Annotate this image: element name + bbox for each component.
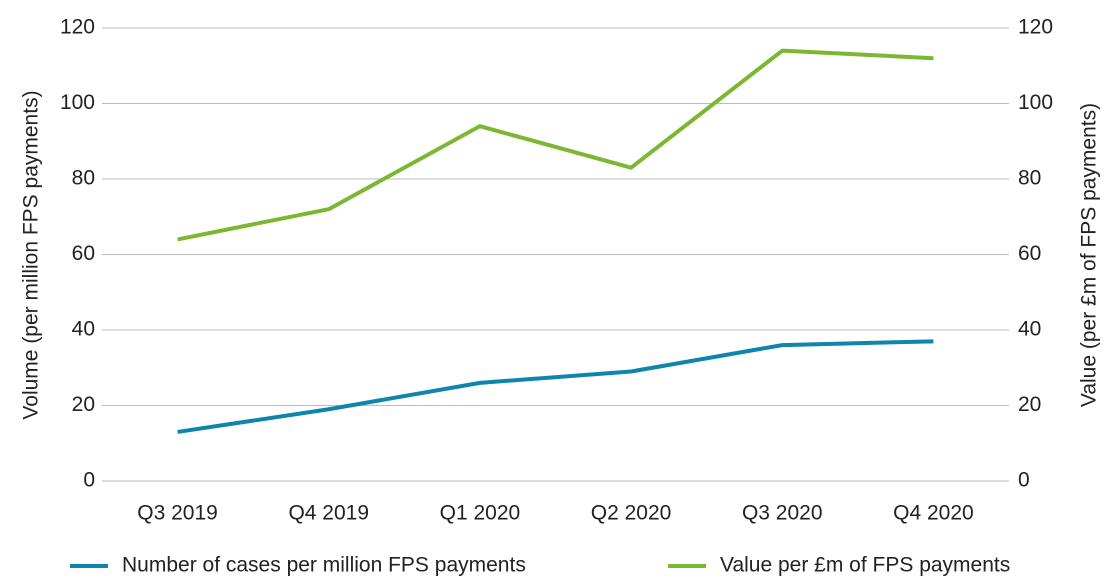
y-tick-label: 20: [72, 393, 95, 416]
legend-label: Value per £m of FPS payments: [720, 554, 1010, 577]
y-axis-label: Volume (per million FPS payments): [20, 90, 43, 419]
y2-tick-label: 100: [1018, 91, 1053, 114]
x-tick-label: Q3 2019: [137, 502, 218, 525]
y-tick-label: 120: [60, 16, 95, 39]
y2-tick-label: 0: [1018, 469, 1030, 492]
y-tick-label: 40: [72, 318, 95, 341]
x-tick-label: Q3 2020: [742, 502, 823, 525]
y-tick-label: 100: [60, 91, 95, 114]
series-line: [177, 339, 934, 434]
x-tick-label: Q4 2020: [893, 502, 974, 525]
x-tick-label: Q4 2019: [288, 502, 369, 525]
y-tick-label: 0: [83, 469, 95, 492]
legend-label: Number of cases per million FPS payments: [122, 554, 526, 577]
y-tick-label: 60: [72, 242, 95, 265]
y-tick-label: 80: [72, 167, 95, 190]
y2-tick-label: 80: [1018, 167, 1041, 190]
y2-tick-label: 20: [1018, 393, 1041, 416]
x-tick-label: Q1 2020: [440, 502, 521, 525]
y2-axis-label: Value (per £m of FPS payments): [1078, 103, 1101, 407]
x-tick-label: Q2 2020: [591, 502, 672, 525]
series-line: [177, 48, 934, 242]
y2-tick-label: 60: [1018, 242, 1041, 265]
y2-tick-label: 120: [1018, 16, 1053, 39]
y2-tick-label: 40: [1018, 318, 1041, 341]
